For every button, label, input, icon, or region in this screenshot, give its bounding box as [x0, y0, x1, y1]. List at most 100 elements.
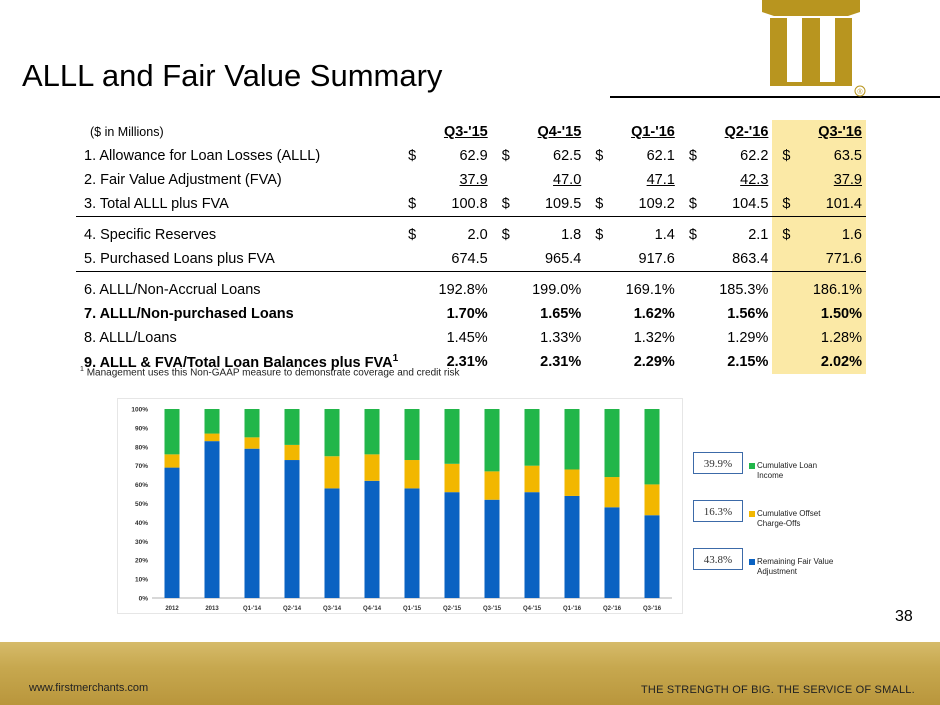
cell-value: 1.65% [540, 306, 582, 322]
stacked-bar-chart: 0% 10% 20% 30% 40% 50% 60% 70% 80% 90% 100% 2012 201… [117, 398, 683, 614]
table-row: 1. Allowance for Loan Losses (ALLL) $62.… [76, 144, 866, 168]
bar-segment [244, 409, 260, 438]
bar-segment [564, 469, 580, 496]
cell-value: 37.9 [833, 172, 862, 188]
cell-value: 2.0 [467, 227, 488, 243]
row-label: 6. ALLL/Non-Accrual Loans [84, 282, 261, 298]
x-tick-label: Q1-'14 [243, 606, 262, 612]
page-title: ALLL and Fair Value Summary [22, 58, 443, 93]
bar-segment [244, 437, 260, 449]
cell-value: 1.28% [772, 326, 866, 350]
y-tick-label: 80% [135, 444, 148, 451]
footnote-number: 1 [80, 366, 84, 373]
bar-segment [444, 492, 460, 598]
table-row: 3. Total ALLL plus FVA $100.8 $109.5 $10… [76, 192, 866, 217]
bar-segment [164, 454, 180, 468]
legend-value-box: 39.9% [693, 452, 743, 474]
bar-segment [204, 409, 220, 434]
units-label: ($ in Millions) [90, 125, 164, 139]
table-row: 8. ALLL/Loans 1.45% 1.33% 1.32% 1.29% 1.… [76, 326, 866, 350]
row-label: 8. ALLL/Loans [84, 330, 177, 346]
financial-summary-table: ($ in Millions) Q3-'15 Q4-'15 Q1-'16 Q2-… [76, 120, 866, 374]
table-row: 4. Specific Reserves $2.0 $1.8 $1.4 $2.1… [76, 223, 866, 247]
footnote-text: Management uses this Non-GAAP measure to… [86, 367, 460, 379]
bar-segment [644, 515, 660, 598]
cell-value: 1.33% [540, 330, 582, 346]
table-row: 9. ALLL & FVA/Total Loan Balances plus F… [76, 350, 866, 374]
cell-value: 1.8 [561, 227, 582, 243]
cell-value: 47.1 [646, 172, 675, 188]
x-tick-label: 2013 [205, 606, 219, 612]
legend-swatch-blue [749, 559, 755, 565]
y-tick-label: 90% [135, 425, 148, 432]
bar-segment [164, 409, 180, 455]
cell-value: 2.02% [772, 350, 866, 374]
footer-url[interactable]: www.firstmerchants.com [29, 682, 149, 694]
x-tick-label: Q3-'16 [643, 606, 662, 612]
row-label: 4. Specific Reserves [84, 227, 217, 243]
y-tick-label: 30% [135, 539, 148, 546]
row-label: 7. ALLL/Non-purchased Loans [84, 306, 294, 322]
column-header: Q4-'15 [537, 124, 582, 140]
company-logo-icon: ® [756, 0, 866, 97]
cell-value: 101.4 [825, 196, 862, 212]
bar-segment [604, 507, 620, 598]
y-tick-label: 0% [139, 596, 149, 603]
cell-value: 1.70% [446, 306, 488, 322]
page-number: 38 [895, 608, 913, 625]
bar-segment [604, 409, 620, 478]
bar-segment [444, 409, 460, 464]
cell-value: 965.4 [491, 247, 586, 272]
cell-value: 109.5 [544, 196, 582, 212]
legend-value-box: 16.3% [693, 500, 743, 522]
legend-swatch-yellow [749, 511, 755, 517]
bar-segment [604, 477, 620, 508]
cell-value: 62.1 [646, 148, 675, 164]
legend-item: 16.3% Cumulative Offset Charge-Offs [693, 500, 833, 544]
bar-segment [644, 484, 660, 516]
cell-value: 1.4 [654, 227, 675, 243]
bar-segment [564, 409, 580, 470]
x-tick-label: 2012 [165, 606, 179, 612]
cell-value: 62.9 [459, 148, 488, 164]
cell-value: 1.45% [446, 330, 488, 346]
bar-segment [524, 409, 540, 466]
cell-value: 47.0 [553, 172, 582, 188]
cell-value: 917.6 [585, 247, 679, 272]
x-tick-label: Q4-'15 [523, 606, 542, 612]
y-tick-label: 60% [135, 482, 148, 489]
x-tick-label: Q3-'14 [323, 606, 342, 612]
bar-segment [364, 409, 380, 455]
registered-mark: ® [857, 88, 863, 96]
bar-segment [524, 465, 540, 493]
cell-value: 2.31% [540, 354, 582, 370]
cell-value: 2.29% [633, 354, 675, 370]
bar-segment [364, 480, 380, 598]
cell-value: 186.1% [772, 278, 866, 302]
cell-value: 109.2 [638, 196, 675, 212]
table-row: 2. Fair Value Adjustment (FVA) 37.9 47.0… [76, 168, 866, 192]
legend-item: 39.9% Cumulative Loan Income [693, 452, 833, 496]
bar-segment [524, 492, 540, 598]
footnote: 1 Management uses this Non-GAAP measure … [80, 366, 459, 378]
cell-value: 37.9 [459, 172, 488, 188]
legend-label: Cumulative Offset Charge-Offs [757, 509, 821, 528]
cell-value: 62.5 [553, 148, 582, 164]
bar-segment [204, 441, 220, 598]
bar-segment [444, 463, 460, 493]
bar-segment [364, 454, 380, 481]
bar-segment [164, 467, 180, 598]
cell-value: 169.1% [625, 282, 675, 298]
y-tick-label: 10% [135, 577, 148, 584]
x-tick-label: Q4-'14 [363, 606, 382, 612]
cell-value: 863.4 [678, 247, 773, 272]
cell-value: 1.29% [727, 330, 769, 346]
cell-value: 192.8% [438, 282, 488, 298]
x-tick-label: Q2-'14 [283, 606, 302, 612]
table-row: 5. Purchased Loans plus FVA 674.5 965.4 … [76, 247, 866, 272]
cell-value: 63.5 [833, 148, 862, 164]
row-label: 2. Fair Value Adjustment (FVA) [84, 172, 282, 188]
x-tick-label: Q3-'15 [483, 606, 502, 612]
cell-value: 2.1 [748, 227, 769, 243]
cell-value: 199.0% [532, 282, 582, 298]
